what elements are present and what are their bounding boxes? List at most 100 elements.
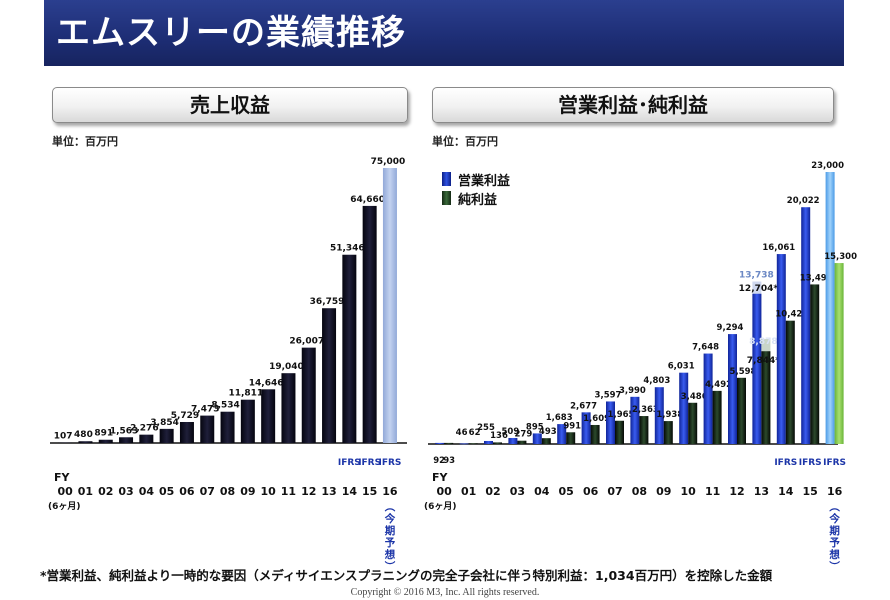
revenue-value-label: 3,854 (150, 418, 178, 428)
revenue-value-label: 480 (74, 430, 93, 440)
revenue-x-tick: 00 (57, 485, 73, 498)
revenue-value-label: 11,811 (228, 389, 263, 399)
net-profit-bar (639, 416, 649, 444)
revenue-ifrs-label: IFRS (338, 458, 361, 468)
revenue-value-label: 891 (94, 429, 113, 439)
op-profit-bar (679, 372, 689, 444)
revenue-x-tick: 06 (179, 485, 195, 498)
net-profit-bar (615, 420, 624, 444)
op-profit-bar (508, 437, 518, 444)
net-profit-adjusted-label: 7,844* (747, 356, 780, 366)
profit-category-note: (6ヶ月) (424, 501, 457, 512)
net-profit-bar (737, 377, 746, 444)
revenue-value-label: 64,660 (350, 195, 385, 205)
op-profit-label: 3,990 (619, 386, 646, 396)
net-profit-label: 279 (515, 430, 533, 440)
revenue-value-label: 7,473 (191, 405, 219, 415)
net-profit-label: 991 (563, 421, 581, 431)
net-profit-bar (493, 442, 502, 444)
op-profit-bar (435, 442, 445, 444)
legend-label-net: 純利益 (458, 193, 498, 208)
revenue-x-tick: 12 (301, 485, 316, 498)
net-profit-label: 1,938 (656, 410, 683, 420)
profit-x-tick: 13 (754, 485, 769, 498)
revenue-x-tick: 07 (200, 485, 215, 498)
revenue-bar (281, 373, 296, 443)
revenue-bar (119, 437, 134, 443)
profit-ifrs-label: IFRS (823, 458, 846, 468)
op-profit-bar (459, 443, 469, 445)
revenue-bar (382, 168, 397, 443)
profit-forecast-note-char: 期 (829, 524, 840, 537)
op-profit-label: 92 (433, 456, 445, 466)
footnote: *営業利益、純利益より一時的な要因（メディサイエンスプラニングの完全子会社に伴う… (40, 568, 773, 583)
op-profit-label: 255 (477, 423, 495, 433)
revenue-fy-label: FY (54, 471, 71, 484)
revenue-x-tick: 14 (342, 485, 358, 498)
revenue-bar (240, 399, 255, 443)
revenue-value-label: 14,646 (249, 378, 284, 388)
net-profit-bar (663, 421, 673, 444)
revenue-bar (362, 205, 377, 443)
revenue-x-tick: 11 (281, 485, 296, 498)
op-profit-bar (728, 334, 737, 444)
op-profit-label: 20,022 (787, 196, 820, 206)
net-profit-label: 136 (490, 431, 508, 441)
revenue-value-label: 19,040 (269, 362, 304, 372)
op-profit-bar (630, 396, 640, 444)
op-profit-bar (703, 353, 713, 444)
revenue-bar (179, 421, 194, 443)
profit-ifrs-label: IFRS (774, 458, 797, 468)
op-profit-label: 3,597 (595, 390, 622, 400)
profit-x-tick: 01 (461, 485, 476, 498)
op-profit-bar (801, 207, 811, 444)
revenue-bar (159, 428, 174, 443)
revenue-x-tick: 10 (260, 485, 276, 498)
net-profit-bar (785, 320, 795, 444)
net-profit-bar (468, 443, 478, 445)
net-profit-label: 10,428 (775, 310, 808, 320)
op-profit-bar (581, 412, 591, 444)
revenue-bar (78, 441, 93, 443)
revenue-ifrs-label: IFRS (358, 458, 381, 468)
net-profit-label: 2,363 (632, 405, 659, 415)
revenue-value-label: 107 (54, 432, 73, 442)
net-profit-bar (590, 424, 600, 444)
op-profit-label: 4,803 (643, 376, 670, 386)
net-profit-label: 3,486 (681, 392, 708, 402)
op-profit-bar (484, 440, 493, 444)
profit-x-tick: 09 (656, 485, 671, 498)
profit-x-tick: 04 (534, 485, 550, 498)
op-profit-adjusted-label: 12,704* (739, 284, 779, 294)
op-profit-label: 16,061 (762, 243, 795, 253)
revenue-forecast-note-char: 期 (385, 524, 396, 537)
op-profit-label: 6,031 (668, 362, 695, 372)
revenue-chart-title: 売上収益 (52, 87, 408, 123)
op-profit-bar (752, 293, 762, 444)
profit-x-tick: 16 (827, 485, 843, 498)
net-profit-label: 1,965 (608, 410, 635, 420)
profit-x-tick: 07 (607, 485, 622, 498)
revenue-x-tick: 13 (321, 485, 336, 498)
page-title: エムスリーの業績推移 (44, 0, 844, 66)
legend-swatch-op (442, 172, 451, 186)
copyright: Copyright © 2016 M3, Inc. All rights res… (350, 587, 540, 598)
revenue-x-tick: 16 (382, 485, 398, 498)
op-profit-bar (654, 387, 664, 444)
profit-x-tick: 11 (705, 485, 720, 498)
revenue-bar (98, 439, 113, 443)
revenue-x-tick: 01 (78, 485, 93, 498)
revenue-value-label: 26,007 (289, 337, 324, 347)
op-profit-label: 23,000 (811, 161, 844, 171)
net-profit-bar (834, 263, 844, 444)
revenue-unit-label: 単位：百万円 (52, 135, 118, 148)
revenue-value-label: 75,000 (371, 157, 406, 167)
revenue-forecast-note-char: 予 (385, 536, 396, 549)
revenue-x-tick: 04 (139, 485, 155, 498)
revenue-value-label: 5,729 (171, 411, 199, 421)
profit-fy-label: FY (432, 471, 449, 484)
net-profit-bar (688, 402, 698, 444)
profit-forecast-note-char: 今 (828, 512, 840, 525)
net-profit-label: 62 (469, 428, 481, 438)
